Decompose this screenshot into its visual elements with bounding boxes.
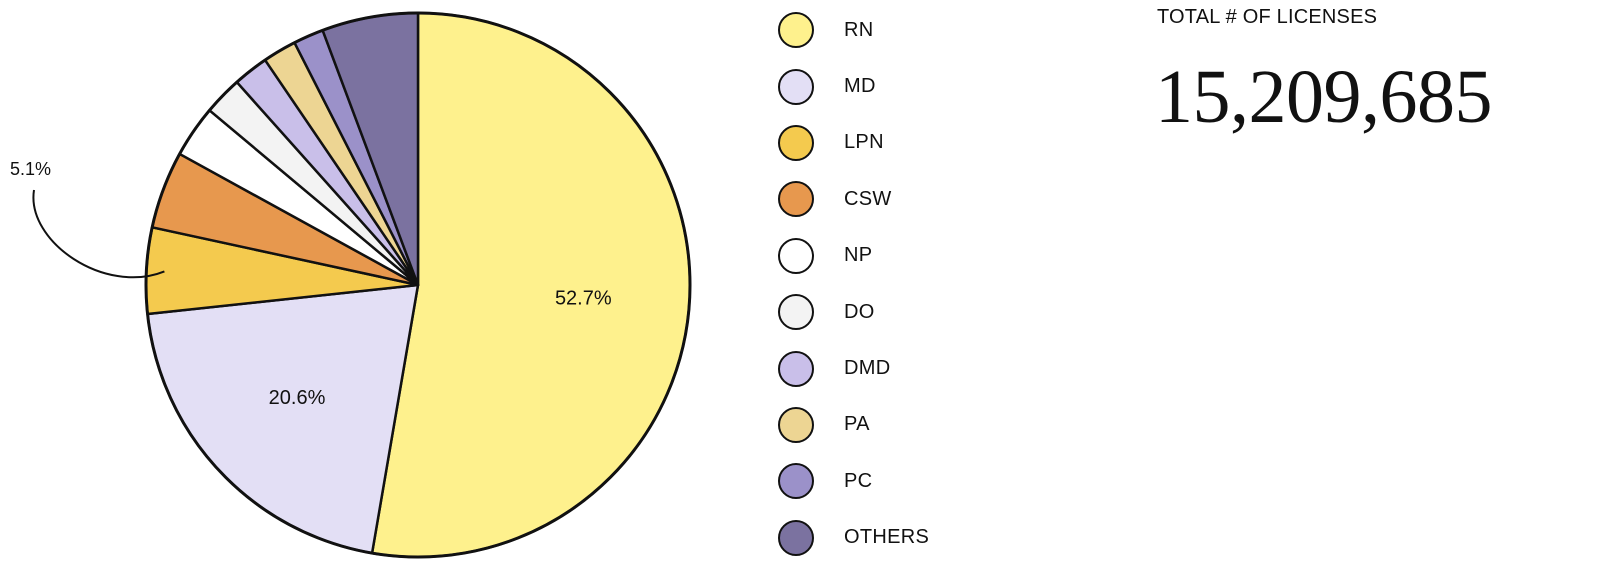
legend-item-csw: CSW xyxy=(778,171,929,227)
legend-item-others: OTHERS xyxy=(778,510,929,566)
legend-swatch-md xyxy=(778,68,814,105)
legend-label-do: DO xyxy=(844,300,875,323)
legend-item-md: MD xyxy=(778,58,929,114)
legend-label-rn: RN xyxy=(844,18,874,41)
legend-swatch-do xyxy=(778,294,814,331)
total-licenses-stat: TOTAL # OF LICENSES 15,209,685 xyxy=(1155,6,1493,139)
legend-swatch-csw xyxy=(778,181,814,218)
legend-swatch-np xyxy=(778,237,814,274)
legend-swatch-dmd xyxy=(778,350,814,387)
legend-swatch-others xyxy=(778,519,814,556)
total-licenses-label: TOTAL # OF LICENSES xyxy=(1157,6,1378,28)
data-label-md: 20.6% xyxy=(269,387,326,409)
data-label-rn: 52.7% xyxy=(555,287,612,309)
leader-line-lpn xyxy=(32,189,165,279)
data-label-lpn: 5.1% xyxy=(10,159,51,179)
legend-swatch-rn xyxy=(778,12,814,49)
legend-label-csw: CSW xyxy=(844,187,892,210)
total-licenses-value: 15,209,685 xyxy=(1155,55,1493,139)
pie-slice-rn xyxy=(370,11,692,559)
chart-legend: RN MD LPN CSW NP DO DMD PA PC OTHERS xyxy=(778,2,929,566)
pie-outline xyxy=(144,11,692,559)
legend-label-np: NP xyxy=(844,244,873,267)
pie-slice-md xyxy=(146,283,420,555)
legend-label-md: MD xyxy=(844,75,876,98)
legend-item-rn: RN xyxy=(778,2,929,58)
legend-item-pc: PC xyxy=(778,453,929,509)
legend-swatch-pc xyxy=(778,463,814,500)
pie-svg: 52.7% 20.6% 5.1% xyxy=(10,11,692,559)
legend-swatch-lpn xyxy=(778,124,814,161)
legend-swatch-pa xyxy=(778,406,814,443)
legend-item-do: DO xyxy=(778,284,929,340)
legend-item-dmd: DMD xyxy=(778,340,929,396)
legend-label-lpn: LPN xyxy=(844,131,884,154)
legend-label-pa: PA xyxy=(844,413,870,436)
legend-item-np: NP xyxy=(778,228,929,284)
legend-label-others: OTHERS xyxy=(844,526,930,549)
legend-item-lpn: LPN xyxy=(778,115,929,171)
legend-item-pa: PA xyxy=(778,397,929,453)
legend-label-pc: PC xyxy=(844,469,873,492)
legend-label-dmd: DMD xyxy=(844,357,891,380)
pie-chart: 52.7% 20.6% 5.1% xyxy=(0,0,760,570)
